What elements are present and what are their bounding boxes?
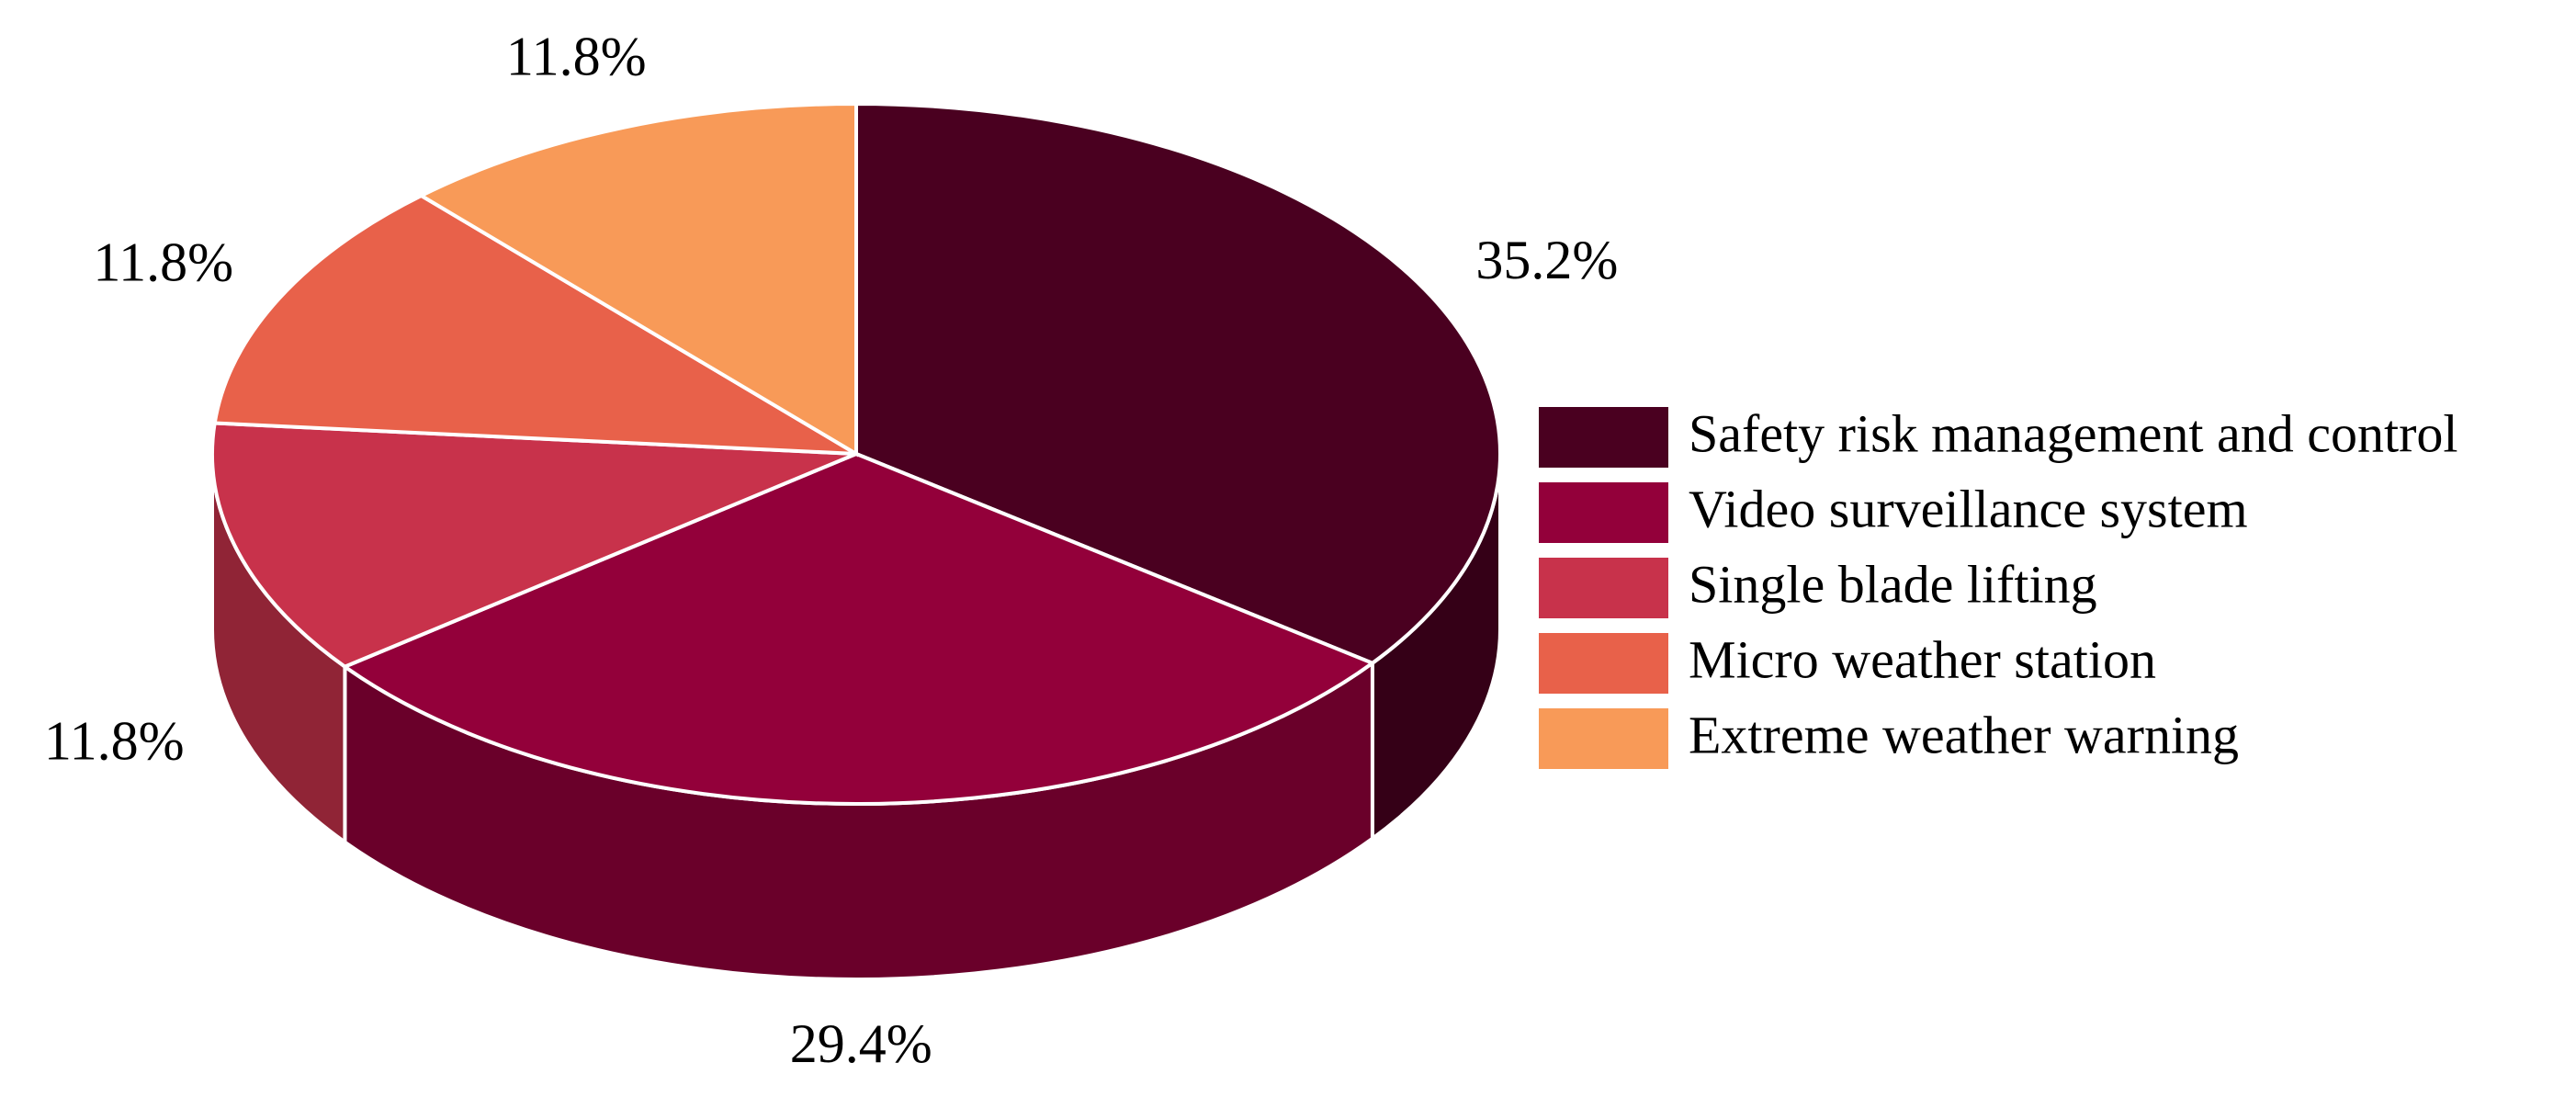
legend-label: Safety risk management and control	[1689, 403, 2458, 463]
data-label: 35.2%	[1475, 230, 1618, 290]
data-label: 11.8%	[506, 27, 647, 87]
pie-slice	[417, 101, 858, 458]
pie-slice	[210, 421, 857, 669]
pie-slice	[212, 193, 858, 456]
legend-label: Single blade lifting	[1689, 554, 2097, 614]
legend-swatch	[1539, 482, 1668, 543]
legend-swatch	[1539, 633, 1668, 694]
data-label: 29.4%	[790, 1013, 932, 1074]
data-label: 11.8%	[93, 232, 233, 292]
data-label: 11.8%	[44, 710, 185, 771]
pie-slice	[341, 451, 1376, 806]
legend-label: Extreme weather warning	[1689, 705, 2239, 764]
legend-label: Video surveillance system	[1689, 479, 2248, 538]
legend-swatch	[1539, 558, 1668, 618]
legend-label: Micro weather station	[1689, 629, 2156, 689]
legend-swatch	[1539, 708, 1668, 769]
pie-slice	[854, 101, 1502, 666]
legend-swatch	[1539, 407, 1668, 468]
